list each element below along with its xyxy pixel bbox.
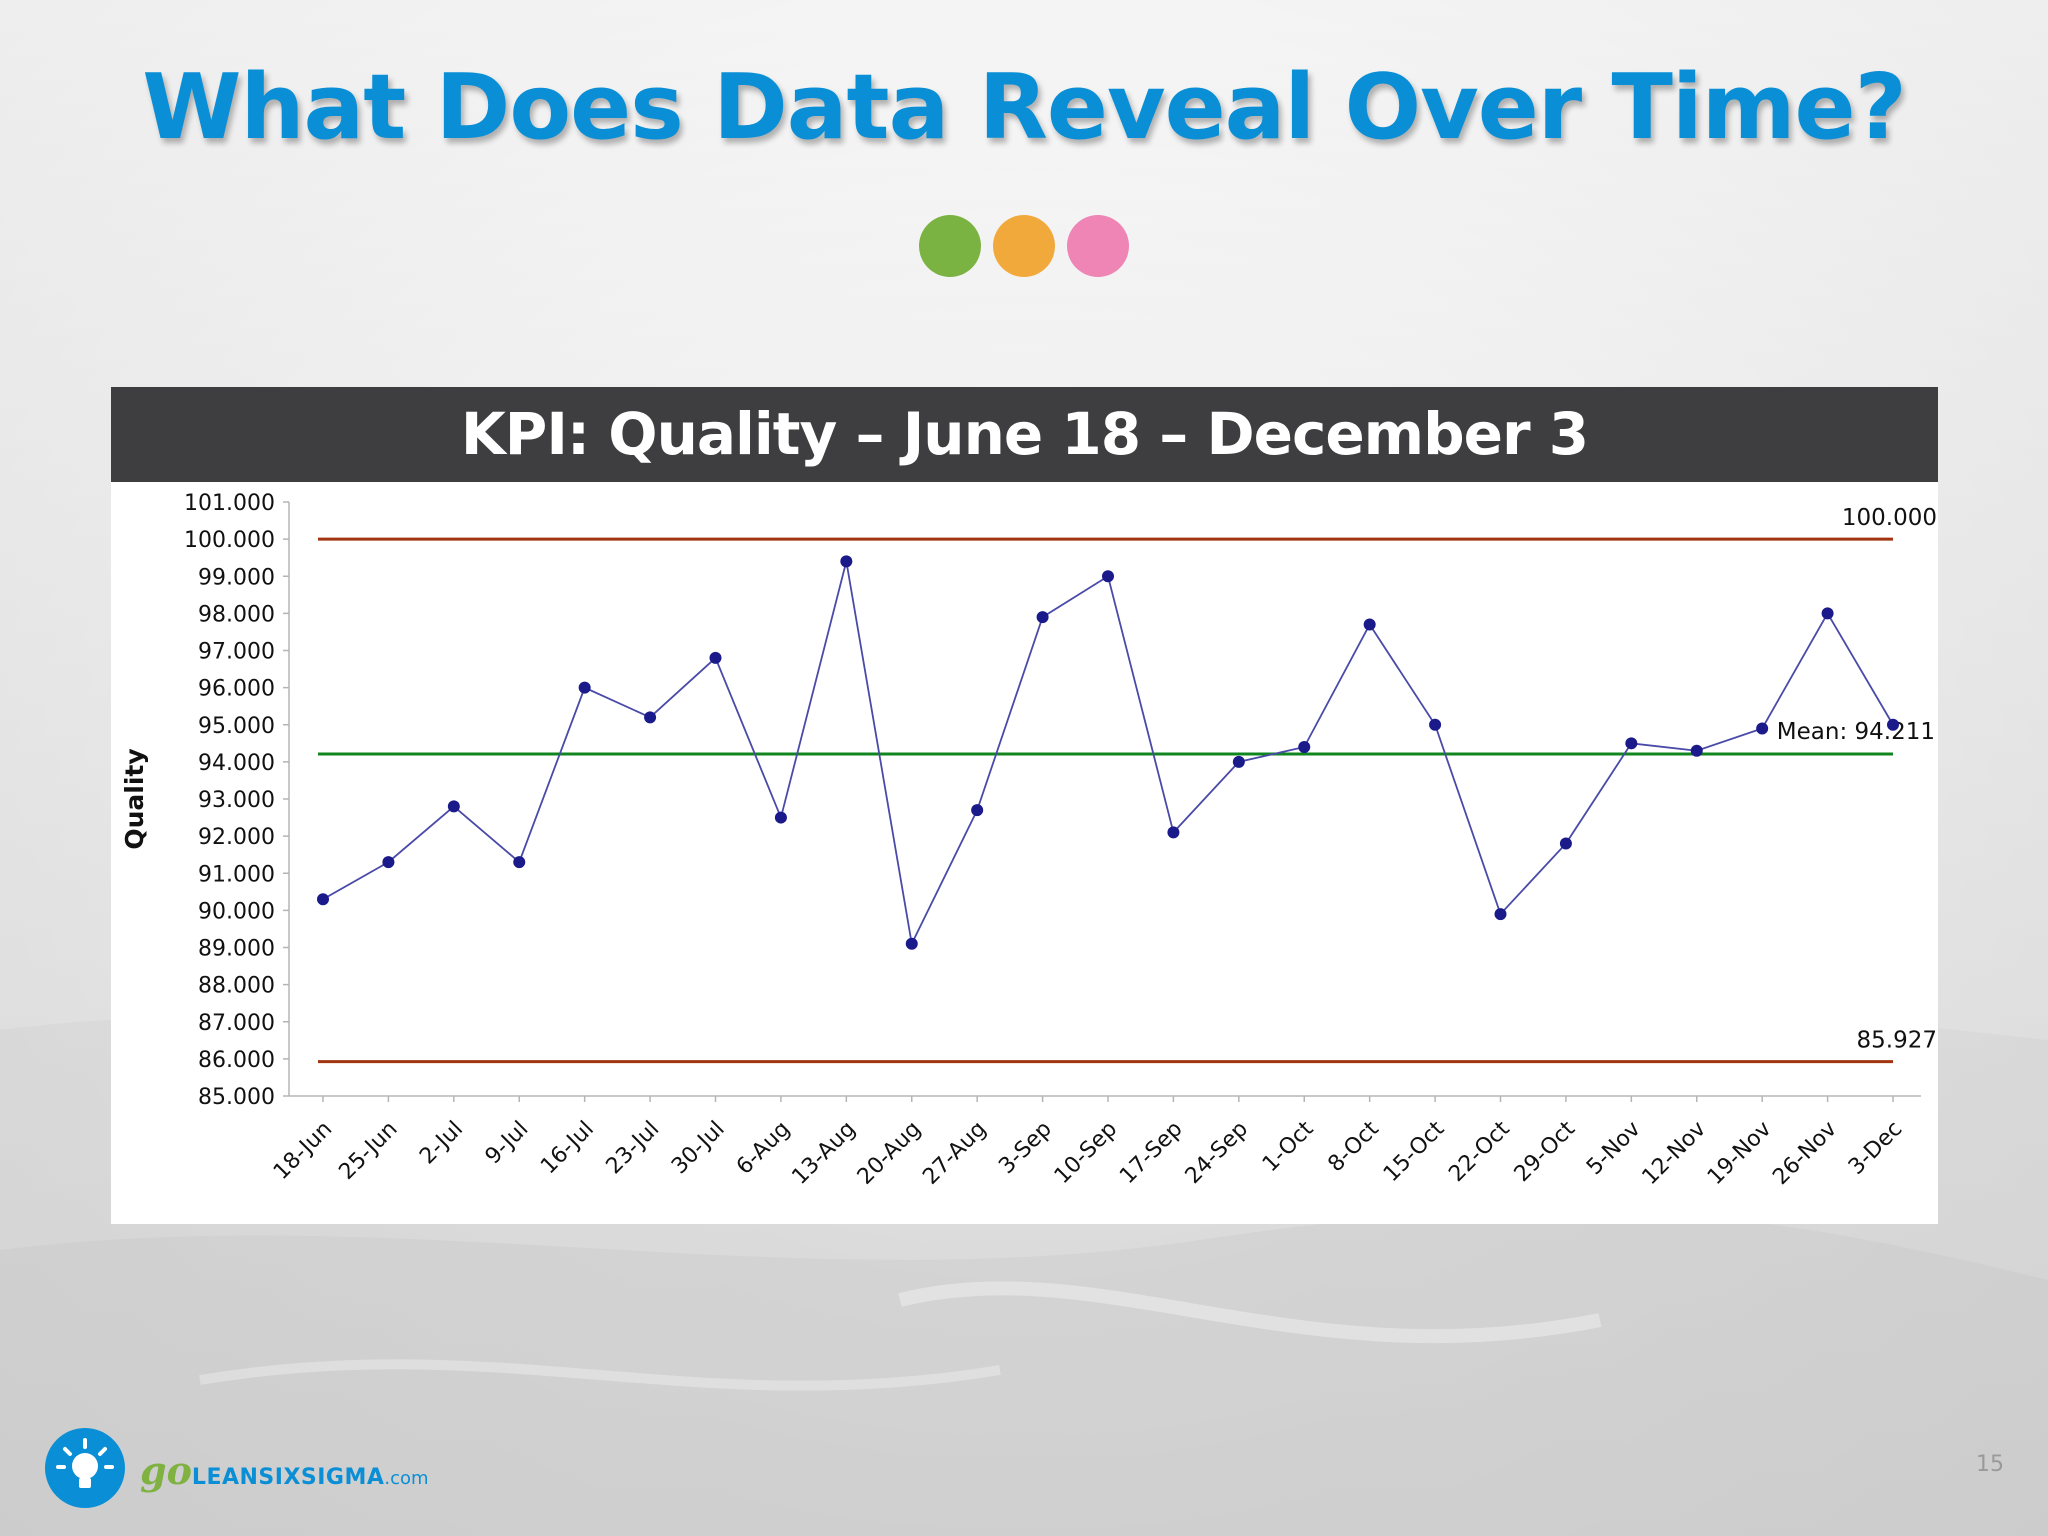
data-point (905, 937, 918, 950)
data-point (1429, 718, 1442, 731)
x-tick-label: 13-Aug (787, 1117, 860, 1190)
x-tick-label: 25-Jun (334, 1117, 402, 1185)
y-tick-label: 94.000 (198, 751, 275, 776)
y-tick-label: 96.000 (198, 677, 275, 702)
y-tick-label: 97.000 (198, 640, 275, 665)
y-tick-label: 90.000 (198, 899, 275, 924)
brand-suffix: .com (384, 1468, 429, 1489)
y-tick-label: 87.000 (198, 1011, 275, 1036)
data-point (1232, 755, 1245, 768)
data-point (447, 800, 460, 813)
x-tick-label: 5-Nov (1582, 1117, 1646, 1181)
x-tick-label: 17-Sep (1115, 1117, 1187, 1189)
x-tick-label: 12-Nov (1638, 1117, 1711, 1190)
data-point (1102, 570, 1114, 583)
y-tick-label: 99.000 (198, 565, 275, 590)
slide-title: What Does Data Reveal Over Time? (142, 55, 1907, 160)
chart-header-bar: KPI: Quality – June 18 – December 3 (111, 387, 1938, 482)
data-point (709, 651, 722, 664)
y-tick-label: 85.000 (198, 1085, 275, 1110)
x-tick-label: 26-Nov (1768, 1117, 1841, 1190)
y-tick-label: 88.000 (198, 974, 275, 999)
data-point (578, 681, 591, 694)
data-point (317, 893, 329, 906)
x-tick-label: 18-Jun (269, 1117, 337, 1185)
x-tick-label: 29-Oct (1510, 1116, 1581, 1187)
x-tick-label: 22-Oct (1444, 1116, 1515, 1187)
data-point (1298, 741, 1311, 754)
y-axis-title: Quality (120, 748, 149, 849)
data-point (1363, 618, 1376, 631)
y-tick-label: 93.000 (198, 788, 275, 813)
x-tick-label: 15-Oct (1379, 1116, 1450, 1187)
lightbulb-logo-icon (45, 1428, 125, 1508)
data-point (1756, 722, 1769, 735)
data-point (1887, 718, 1899, 731)
x-tick-label: 24-Sep (1181, 1117, 1253, 1189)
y-tick-label: 101.000 (184, 491, 275, 516)
data-point (644, 711, 657, 724)
y-tick-label: 86.000 (198, 1048, 275, 1073)
x-tick-label: 10-Sep (1050, 1117, 1122, 1189)
data-point (840, 555, 853, 568)
x-tick-label: 6-Aug (732, 1117, 795, 1180)
reference-line-label: Mean: 94.211 (1777, 719, 1935, 745)
chart-title: KPI: Quality – June 18 – December 3 (460, 400, 1589, 468)
y-tick-label: 89.000 (198, 937, 275, 962)
x-tick-label: 30-Jul (667, 1117, 730, 1180)
orange-dot (993, 215, 1055, 277)
data-point (774, 811, 787, 824)
data-point (1559, 837, 1572, 850)
page-number: 15 (1976, 1452, 2004, 1477)
x-tick-label: 3-Dec (1844, 1117, 1907, 1180)
quality-line-chart: 85.000 86.000 87.000 88.000 89.000 90.000 91.0… (120, 491, 1937, 1190)
y-tick-label: 91.000 (198, 862, 275, 887)
x-tick-label: 27-Aug (918, 1117, 991, 1190)
data-point (382, 856, 395, 869)
brand-prefix: go (140, 1448, 192, 1493)
y-tick-label: 92.000 (198, 825, 275, 850)
reference-line-label: 85.927 (1857, 1028, 1937, 1054)
data-point (1625, 737, 1638, 750)
x-tick-label: 1-Oct (1258, 1116, 1319, 1177)
data-point (513, 856, 526, 869)
data-point (971, 804, 984, 817)
data-point (1494, 908, 1507, 921)
x-tick-label: 16-Jul (536, 1117, 599, 1180)
x-tick-label: 8-Oct (1323, 1116, 1384, 1177)
y-tick-label: 95.000 (198, 714, 275, 739)
reference-line-label: 100.000 (1842, 505, 1937, 531)
x-tick-label: 19-Nov (1703, 1117, 1776, 1190)
x-tick-label: 23-Jul (602, 1117, 665, 1180)
data-point (1690, 744, 1703, 757)
data-point (1036, 611, 1049, 624)
x-tick-label: 9-Jul (481, 1117, 534, 1170)
brand-name: LEANSIXSIGMA (191, 1465, 385, 1490)
y-tick-label: 98.000 (198, 602, 275, 627)
y-tick-label: 100.000 (184, 528, 275, 553)
pink-dot (1067, 215, 1129, 277)
x-tick-label: 2-Jul (415, 1117, 468, 1170)
x-tick-label: 3-Sep (994, 1117, 1057, 1180)
x-tick-label: 20-Aug (853, 1117, 926, 1190)
data-point (1821, 607, 1834, 620)
chart-card: KPI: Quality – June 18 – December 3 85.0… (111, 387, 1938, 1224)
green-dot (919, 215, 981, 277)
brand-wordmark: goLEANSIXSIGMA.com (140, 1448, 429, 1493)
data-point (1167, 826, 1180, 839)
